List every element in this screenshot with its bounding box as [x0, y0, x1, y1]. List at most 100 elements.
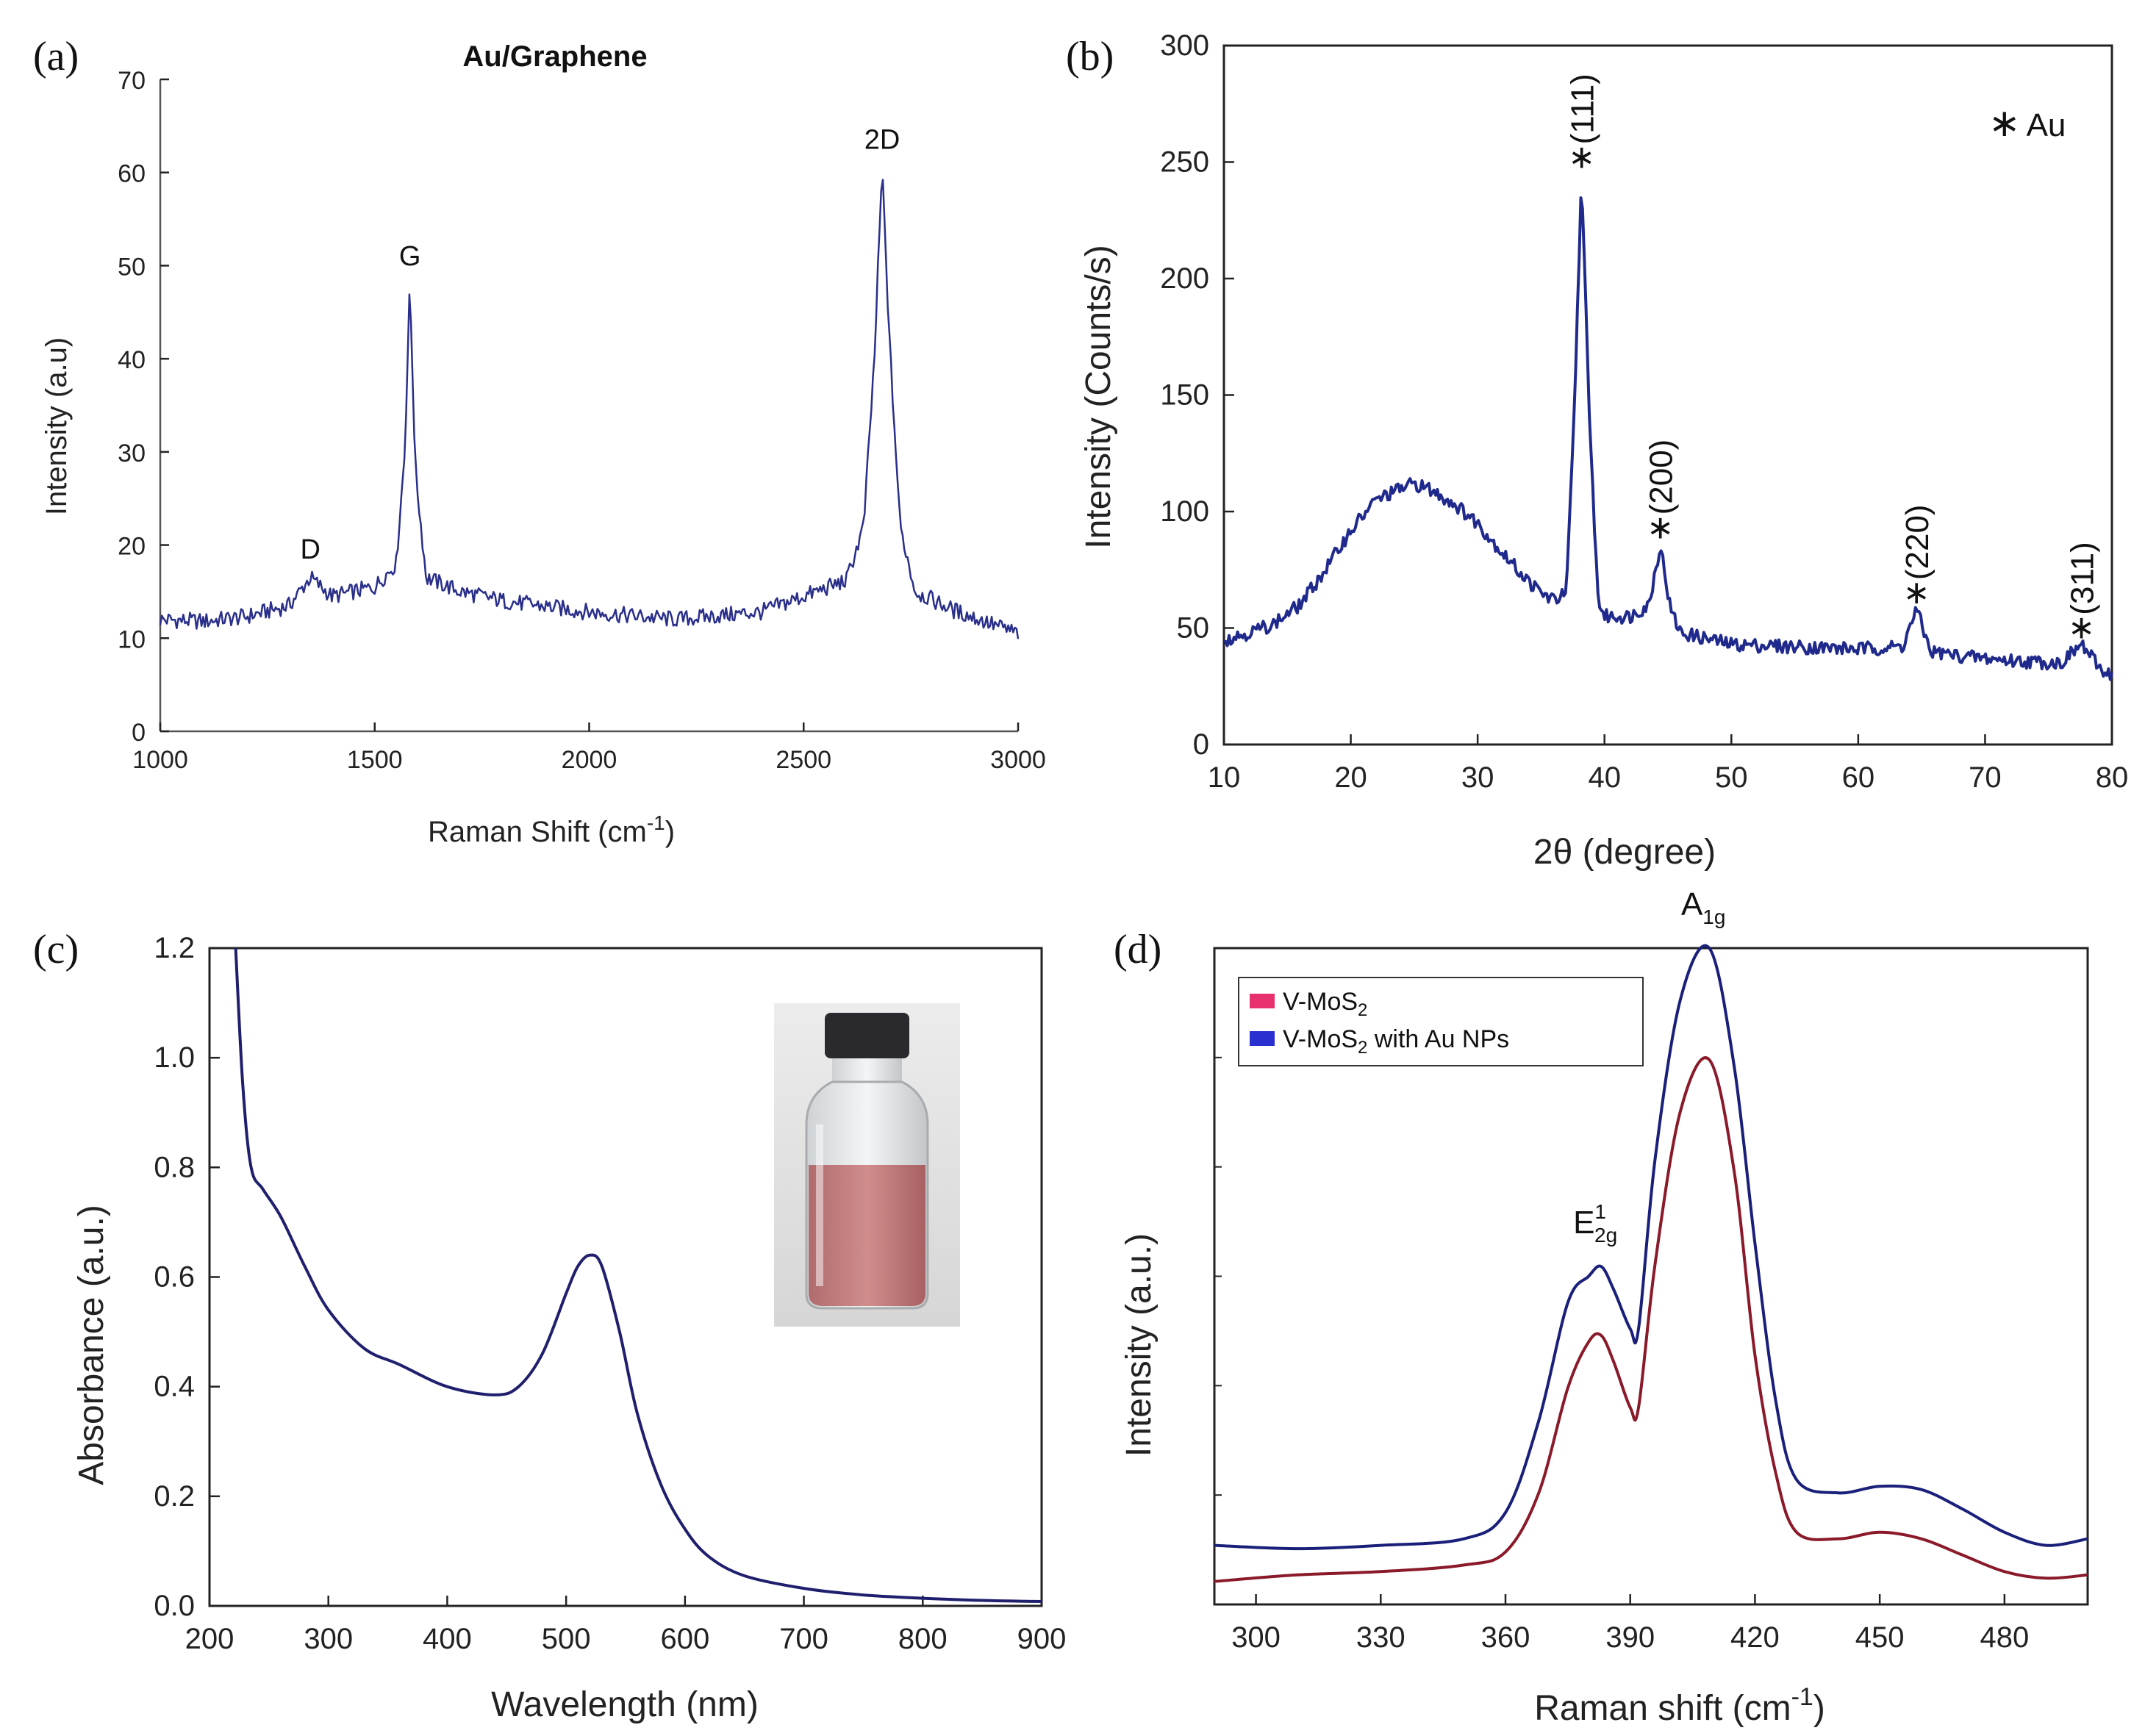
x-tick-label: 300 [304, 1623, 353, 1655]
x-tick-label: 500 [542, 1623, 591, 1655]
peak-label: (220) [1899, 504, 1935, 580]
peak-label: (200) [1644, 440, 1680, 515]
panel-a-title: Au/Graphene [462, 40, 647, 73]
peak-label: D [300, 534, 320, 565]
y-tick-label: 70 [118, 67, 146, 95]
panel-a-axes: 1000 1500 2000 2500 3000 0 10 20 30 40 50 60 70 [118, 67, 1046, 774]
y-tick-label: 0.8 [154, 1151, 195, 1183]
peak-star-marker: ∗ [1647, 509, 1674, 545]
peak-label: A1g [1681, 886, 1726, 928]
panel-a: (a) Au/Graphene 1000 1500 2000 2500 3000 0 10 2… [33, 34, 1046, 848]
x-tick-label: 330 [1356, 1621, 1405, 1654]
series-line-1 [1214, 1056, 2088, 1583]
y-tick-label: 10 [118, 625, 146, 653]
x-tick-label: 40 [1588, 761, 1621, 794]
x-tick-label: 2500 [776, 746, 831, 774]
x-tick-label: 480 [1980, 1621, 2029, 1654]
x-tick-label: 800 [898, 1623, 948, 1655]
x-tick-label: 1500 [347, 746, 403, 774]
x-tick-label: 70 [1969, 761, 2002, 794]
peak-star-marker: ∗ [1903, 575, 1930, 611]
panel-c-marks [234, 947, 1042, 1603]
peak-label: G [399, 241, 421, 272]
peak-label: 2D [864, 124, 900, 155]
panel-b: (b) 10 20 30 40 50 60 70 80 0 50 100 150 200 250 300 ∗… [1066, 29, 2128, 872]
x-tick-label: 80 [2096, 761, 2129, 794]
panel-a-marks: D G 2D [159, 124, 1020, 639]
panel-b-xlabel: 2θ (degree) [1533, 833, 1716, 872]
legend-entry-v-mos2: V-MoS2 [1250, 988, 1367, 1020]
y-tick-label: 50 [1177, 612, 1210, 645]
y-tick-label: 100 [1160, 495, 1209, 528]
panel-b-letter: (b) [1066, 34, 1114, 79]
y-tick-label: 50 [118, 253, 146, 281]
peak-star-marker: ∗ [1568, 139, 1595, 175]
y-tick-label: 300 [1160, 29, 1209, 62]
plot-frame [1222, 44, 2113, 746]
peak-label: (311) [2065, 542, 2101, 614]
x-tick-label: 400 [423, 1623, 472, 1655]
y-tick-label: 150 [1160, 379, 1209, 412]
panel-c: (c) 200 300 400 500 600 700 800 900 0.0 0.2 0.4 0.6… [33, 927, 1066, 1724]
x-tick-label: 390 [1605, 1621, 1655, 1654]
panel-c-letter: (c) [33, 927, 79, 972]
panel-a-letter: (a) [33, 34, 79, 79]
y-tick-label: 200 [1160, 262, 1209, 295]
panel-a-xlabel: Raman Shift (cm-1) [428, 811, 675, 848]
x-tick-label: 60 [1842, 761, 1875, 794]
y-tick-label: 250 [1160, 146, 1209, 179]
x-tick-label: 50 [1715, 761, 1748, 794]
vial-liquid [809, 1165, 925, 1306]
panel-d-legend: V-MoS2 V-MoS2 with Au NPs [1238, 977, 1644, 1066]
panel-d-letter: (d) [1114, 927, 1161, 972]
series-line-2 [1214, 944, 2088, 1551]
panel-b-axes: 10 20 30 40 50 60 70 80 0 50 100 150 200 250 300 [1160, 29, 2128, 794]
x-tick-label: 360 [1481, 1621, 1530, 1654]
y-tick-label: 20 [118, 533, 146, 561]
x-tick-label: 200 [185, 1623, 234, 1655]
peak-star-marker: ∗ [2068, 610, 2095, 646]
panel-d-axes: 300 330 360 390 420 450 480 [1213, 947, 2089, 1654]
panel-c-xlabel: Wavelength (nm) [491, 1685, 759, 1724]
y-tick-label: 40 [118, 346, 146, 374]
y-tick-label: 1.0 [154, 1041, 195, 1074]
peak-label: (111) [1565, 73, 1601, 144]
legend-swatch-v-mos2-au [1250, 1031, 1275, 1046]
x-tick-label: 450 [1855, 1621, 1905, 1654]
panel-c-axes: 200 300 400 500 600 700 800 900 0.0 0.2 0.4 0.6 0.8 1… [154, 932, 1066, 1655]
y-tick-label: 0 [132, 719, 146, 747]
x-tick-label: 3000 [990, 746, 1046, 774]
x-tick-label: 10 [1208, 761, 1241, 794]
legend-entry-v-mos2-au: V-MoS2 with Au NPs [1250, 1025, 1509, 1058]
x-tick-label: 1000 [132, 746, 188, 774]
y-tick-label: 0.6 [154, 1261, 195, 1294]
vial-cap [825, 1013, 909, 1058]
panel-b-legend-note: ∗ Au [1988, 102, 2066, 145]
x-tick-label: 700 [779, 1623, 828, 1655]
panel-a-ylabel: Intensity (a.u) [40, 337, 73, 515]
y-tick-label: 0.4 [154, 1371, 195, 1403]
panel-c-ylabel: Absorbance (a.u.) [72, 1205, 111, 1485]
legend-label-v-mos2: V-MoS2 [1283, 988, 1367, 1020]
panel-d-marks: E1 2g A1g [1214, 886, 2088, 1583]
legend-label-v-mos2-au: V-MoS2 with Au NPs [1283, 1025, 1509, 1058]
y-tick-label: 0 [1193, 728, 1209, 761]
series-line-1 [1223, 196, 2113, 681]
panel-d-ylabel: Intensity (a.u.) [1120, 1233, 1159, 1457]
panel-b-ylabel: Intensity (Counts/s) [1079, 245, 1118, 548]
panel-d-xlabel: Raman shift (cm-1) [1534, 1683, 1825, 1728]
y-tick-label: 0.0 [154, 1590, 195, 1622]
series-line-1 [159, 179, 1020, 639]
y-tick-label: 1.2 [154, 932, 195, 964]
legend-swatch-v-mos2 [1250, 994, 1275, 1008]
x-tick-label: 600 [660, 1623, 709, 1655]
x-tick-label: 300 [1231, 1621, 1281, 1654]
y-tick-label: 30 [118, 440, 146, 467]
y-tick-label: 60 [118, 160, 146, 188]
peak-label: E1 2g [1573, 1200, 1617, 1247]
x-tick-label: 30 [1461, 761, 1494, 794]
panel-d: (d) 300 330 360 390 420 450 480 E1 2g A1g Raman … [1114, 886, 2089, 1728]
vial-photo-inset [774, 1003, 960, 1327]
panel-b-marks: ∗(111)∗(200)∗(220)∗(311) [1223, 73, 2113, 681]
